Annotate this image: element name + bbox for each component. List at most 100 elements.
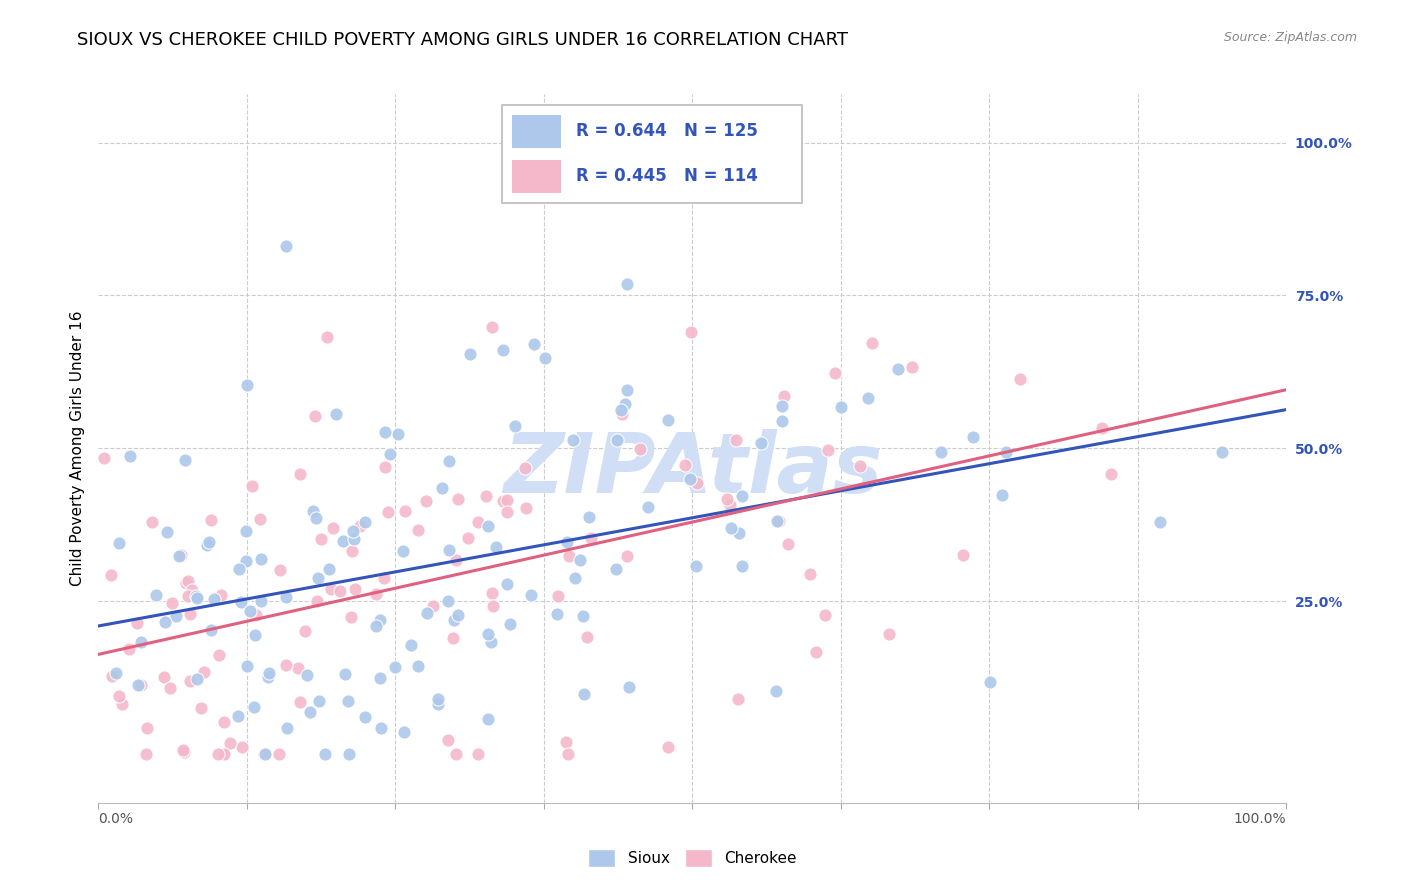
Text: Source: ZipAtlas.com: Source: ZipAtlas.com [1223, 31, 1357, 45]
Point [766, 515, 789, 529]
Point [979, 675, 1001, 690]
Point [231, 739, 253, 754]
Point [990, 488, 1012, 502]
Point [415, 494, 437, 508]
Point [120, 449, 142, 463]
Point [342, 524, 364, 538]
Point [416, 607, 439, 621]
Point [208, 648, 231, 662]
Point [606, 433, 628, 447]
Point [467, 515, 489, 529]
Y-axis label: Child Poverty Among Girls Under 16: Child Poverty Among Girls Under 16 [69, 310, 84, 586]
Point [329, 583, 352, 598]
Point [245, 608, 267, 623]
Point [374, 459, 396, 474]
Point [799, 567, 821, 582]
Point [314, 747, 336, 761]
Point [218, 736, 240, 750]
Point [173, 745, 195, 759]
Point [118, 642, 141, 657]
Point [515, 460, 537, 475]
Point [399, 639, 422, 653]
Point [374, 425, 396, 439]
Point [727, 692, 749, 706]
Point [177, 589, 200, 603]
Point [616, 277, 638, 292]
Point [610, 402, 633, 417]
Bar [512, 160, 561, 193]
Point [186, 672, 208, 686]
Point [354, 515, 377, 529]
Point [610, 408, 633, 422]
Point [616, 549, 638, 563]
Point [481, 319, 503, 334]
Point [250, 552, 273, 566]
Point [209, 588, 232, 602]
Point [107, 690, 129, 704]
Point [426, 697, 449, 711]
Point [496, 493, 519, 508]
Point [724, 433, 747, 447]
Point [447, 608, 470, 623]
Point [1149, 515, 1171, 529]
Point [276, 721, 298, 735]
Point [325, 407, 347, 421]
Point [343, 533, 366, 547]
Text: R = 0.644   N = 125: R = 0.644 N = 125 [576, 122, 758, 140]
Point [716, 492, 738, 507]
Point [579, 531, 602, 545]
Point [340, 544, 363, 558]
Point [349, 519, 371, 533]
Point [578, 509, 600, 524]
Point [887, 362, 910, 376]
Point [315, 330, 337, 344]
Point [614, 397, 637, 411]
Point [849, 459, 872, 474]
Point [322, 521, 344, 535]
Point [370, 721, 392, 735]
Point [336, 694, 359, 708]
Point [770, 400, 793, 414]
Point [817, 443, 839, 458]
Point [557, 535, 579, 549]
Point [673, 458, 696, 472]
Point [830, 400, 852, 414]
Point [340, 610, 363, 624]
Point [226, 709, 249, 723]
Point [180, 583, 202, 598]
Point [176, 576, 198, 591]
Point [156, 524, 179, 539]
Point [628, 442, 651, 456]
Text: 100.0%: 100.0% [1234, 812, 1286, 826]
Point [304, 409, 326, 423]
Point [186, 591, 208, 605]
Point [492, 494, 515, 508]
Point [477, 519, 499, 533]
Text: SIOUX VS CHEROKEE CHILD POVERTY AMONG GIRLS UNDER 16 CORRELATION CHART: SIOUX VS CHEROKEE CHILD POVERTY AMONG GI… [77, 31, 848, 49]
Point [858, 391, 880, 405]
Point [557, 747, 579, 761]
Point [321, 582, 343, 596]
Point [332, 534, 354, 549]
Text: 0.0%: 0.0% [98, 812, 134, 826]
Point [145, 588, 167, 602]
Point [394, 504, 416, 518]
Point [197, 535, 219, 549]
Point [616, 383, 638, 397]
Point [153, 615, 176, 630]
Point [249, 511, 271, 525]
Point [228, 562, 250, 576]
Point [177, 574, 200, 589]
Point [294, 624, 316, 638]
Point [770, 414, 793, 428]
Point [437, 594, 460, 608]
Point [274, 239, 297, 253]
Point [685, 559, 707, 574]
Point [467, 747, 489, 761]
Point [269, 562, 291, 576]
Point [768, 514, 790, 528]
Point [568, 552, 591, 566]
Point [447, 492, 470, 507]
Point [193, 665, 215, 680]
Point [318, 562, 340, 576]
